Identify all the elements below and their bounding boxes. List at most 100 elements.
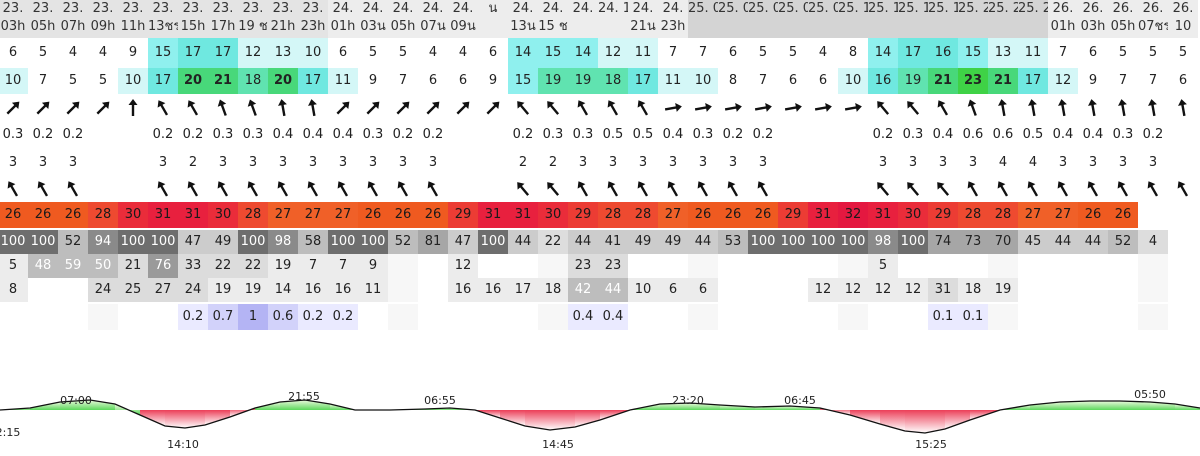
cloud-cell: 94 <box>88 230 118 254</box>
cloud-cell: 98 <box>268 230 298 254</box>
wave_p-cell: 4 <box>988 148 1018 178</box>
arrow-icon <box>967 181 979 197</box>
wave-direction-arrow <box>958 176 988 202</box>
wind-direction-arrow <box>178 95 208 121</box>
wind-cell: 4 <box>58 38 88 68</box>
arrow-icon <box>1117 181 1129 197</box>
c2-cell: 16 <box>298 278 328 302</box>
rain-cell <box>358 304 388 330</box>
wind-direction-arrow <box>718 95 748 121</box>
gust-cell: 5 <box>58 68 88 94</box>
c1-cell <box>1108 254 1138 278</box>
temp-cell: 31 <box>868 202 898 228</box>
wave-direction-arrow <box>688 176 718 202</box>
temp-cell: 28 <box>88 202 118 228</box>
column-date: 23. <box>92 1 114 16</box>
wave-direction-arrow <box>1078 176 1108 202</box>
wind-direction-arrow <box>898 95 928 121</box>
wind-direction-arrow <box>778 95 808 121</box>
tide-curve <box>0 399 1200 434</box>
wave_h-cell: 0.2 <box>28 122 58 148</box>
arrow-icon <box>907 182 920 196</box>
temp-cell: 30 <box>208 202 238 228</box>
gust-cell: 6 <box>808 68 838 94</box>
wind-direction-arrow <box>58 95 88 121</box>
wave_p-cell: 3 <box>0 148 28 178</box>
gust-cell: 6 <box>778 68 808 94</box>
arrow-icon <box>637 181 649 197</box>
c2-cell <box>1048 278 1078 302</box>
cloud-cell: 41 <box>598 230 628 254</box>
gust-cell: 8 <box>718 68 748 94</box>
arrow-icon <box>277 181 289 197</box>
c1-cell <box>1138 254 1168 278</box>
temp-cell: 26 <box>1078 202 1108 228</box>
wind-cell: 14 <box>568 38 598 68</box>
wave_h-cell: 0.2 <box>508 122 538 148</box>
rain-cell: 0.7 <box>208 304 238 330</box>
wave_p-cell: 3 <box>28 148 58 178</box>
column-date: 25. 2 <box>958 1 989 16</box>
c1-cell <box>1078 254 1108 278</box>
temp-cell: 29 <box>928 202 958 228</box>
wind-direction-arrow <box>568 95 598 121</box>
wind-cell: 17 <box>208 38 238 68</box>
wind-direction-arrow <box>1018 95 1048 121</box>
arrow-icon <box>397 181 409 197</box>
wave-direction-arrow <box>538 176 568 202</box>
gust-cell: 18 <box>598 68 628 94</box>
wave_p-cell: 3 <box>628 148 658 178</box>
column-date: 23. <box>182 1 204 16</box>
c1-cell <box>748 254 778 278</box>
gust-cell: 7 <box>388 68 418 94</box>
column-date: 24. <box>572 1 594 16</box>
arrow-icon <box>967 99 977 116</box>
rain-cell <box>748 304 778 330</box>
column-header: 25. 1 <box>838 0 869 38</box>
rain-cell <box>688 304 718 330</box>
c1-cell <box>658 254 688 278</box>
arrow-icon <box>96 101 110 115</box>
arrow-icon <box>366 101 380 115</box>
arrow-icon <box>877 182 890 196</box>
c1-cell: 23 <box>568 254 598 278</box>
column-header: 25. 0 <box>688 0 719 38</box>
wind-cell: 13 <box>268 38 298 68</box>
temp-cell: 31 <box>148 202 178 228</box>
wind-cell: 6 <box>0 38 28 68</box>
wind-cell: 6 <box>478 38 508 68</box>
wind-direction-arrow <box>598 95 628 121</box>
rain-cell <box>148 304 178 330</box>
c1-cell: 21 <box>118 254 148 278</box>
c1-cell <box>988 254 1018 278</box>
c2-cell <box>748 278 778 302</box>
wave_p-cell: 3 <box>358 148 388 178</box>
wave_p-cell <box>1168 148 1198 178</box>
column-date: 25. 0 <box>718 1 749 16</box>
gust-cell: 7 <box>1138 68 1168 94</box>
rain-cell <box>778 304 808 330</box>
c1-cell <box>778 254 808 278</box>
wind-cell: 6 <box>328 38 358 68</box>
cloud-cell: 81 <box>418 230 448 254</box>
c1-cell <box>1018 254 1048 278</box>
wind-direction-arrow <box>688 95 718 121</box>
gust-cell: 6 <box>448 68 478 94</box>
rain-cell: 1 <box>238 304 268 330</box>
wind-cell: 8 <box>838 38 868 68</box>
column-hour: 03h <box>0 19 26 34</box>
column-header: 25. 0 <box>718 0 749 38</box>
arrow-icon <box>1087 181 1099 197</box>
column-hour: 07ชร <box>1138 19 1169 34</box>
wind-direction-arrow <box>298 95 328 121</box>
column-hour: 10 <box>1174 19 1192 34</box>
wind-direction-arrow <box>0 95 28 121</box>
cloud-cell: 44 <box>568 230 598 254</box>
wind-direction-arrow <box>1108 95 1138 121</box>
gust-cell: 7 <box>28 68 58 94</box>
temp-cell: 27 <box>328 202 358 228</box>
column-date: 24. <box>332 1 354 16</box>
cloud-cell: 74 <box>928 230 958 254</box>
temp-cell <box>1138 202 1168 228</box>
column-hour: 13น <box>510 19 536 34</box>
